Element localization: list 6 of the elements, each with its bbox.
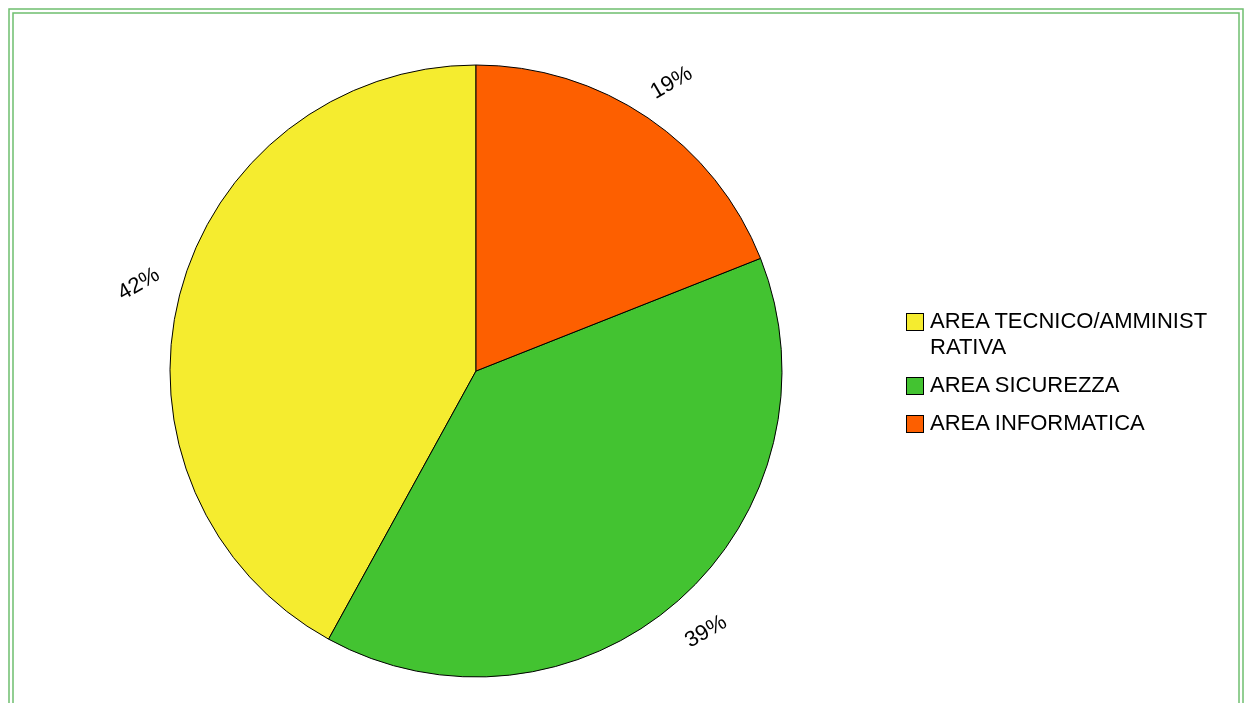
legend-label: AREA INFORMATICA xyxy=(930,410,1146,436)
legend-label: AREA SICUREZZA xyxy=(930,372,1121,398)
data-label: 42% xyxy=(112,261,164,305)
legend-label: AREA TECNICO/AMMINISTRATIVA xyxy=(930,308,1209,360)
data-label: 19% xyxy=(645,59,697,104)
data-label: 39% xyxy=(679,608,731,653)
